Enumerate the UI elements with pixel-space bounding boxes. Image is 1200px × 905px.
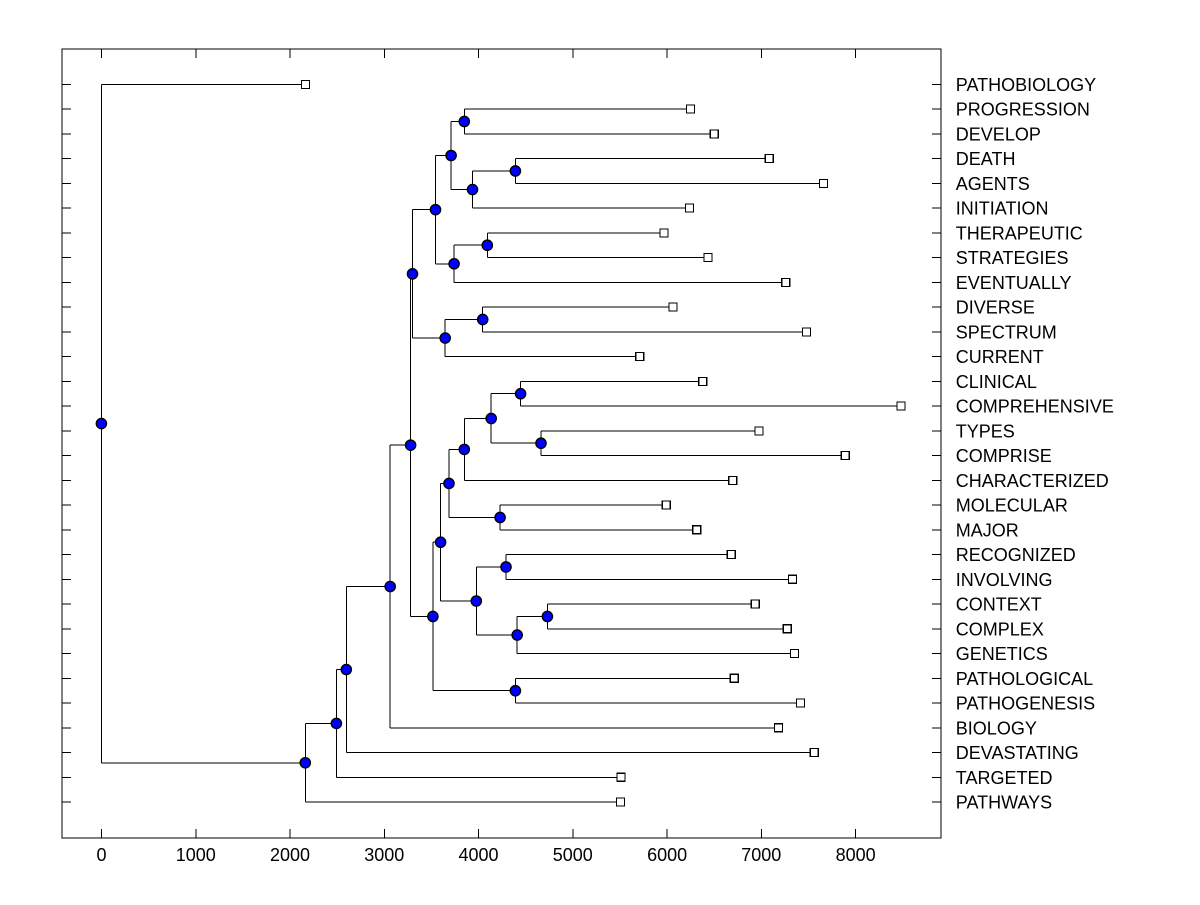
svg-text:MOLECULAR: MOLECULAR	[956, 496, 1068, 516]
svg-text:3000: 3000	[364, 845, 404, 865]
svg-text:DIVERSE: DIVERSE	[956, 298, 1035, 318]
svg-text:PROGRESSION: PROGRESSION	[956, 100, 1090, 120]
svg-text:TARGETED: TARGETED	[956, 768, 1053, 788]
svg-text:THERAPEUTIC: THERAPEUTIC	[956, 223, 1083, 243]
svg-text:DEVELOP: DEVELOP	[956, 124, 1041, 144]
svg-text:INITIATION: INITIATION	[956, 199, 1049, 219]
svg-text:CONTEXT: CONTEXT	[956, 595, 1042, 615]
svg-text:CURRENT: CURRENT	[956, 347, 1044, 367]
svg-text:RECOGNIZED: RECOGNIZED	[956, 545, 1076, 565]
svg-text:COMPRISE: COMPRISE	[956, 446, 1052, 466]
svg-text:EVENTUALLY: EVENTUALLY	[956, 273, 1072, 293]
svg-text:8000: 8000	[836, 845, 876, 865]
svg-text:COMPLEX: COMPLEX	[956, 619, 1044, 639]
svg-text:STRATEGIES: STRATEGIES	[956, 248, 1069, 268]
svg-text:2000: 2000	[270, 845, 310, 865]
svg-text:SPECTRUM: SPECTRUM	[956, 322, 1057, 342]
svg-text:4000: 4000	[458, 845, 498, 865]
svg-text:GENETICS: GENETICS	[956, 644, 1048, 664]
svg-text:PATHOBIOLOGY: PATHOBIOLOGY	[956, 75, 1096, 95]
svg-text:7000: 7000	[741, 845, 781, 865]
svg-text:DEVASTATING: DEVASTATING	[956, 743, 1079, 763]
svg-text:PATHWAYS: PATHWAYS	[956, 793, 1052, 813]
svg-text:5000: 5000	[553, 845, 593, 865]
svg-text:1000: 1000	[176, 845, 216, 865]
svg-text:COMPREHENSIVE: COMPREHENSIVE	[956, 397, 1114, 417]
svg-text:0: 0	[96, 845, 106, 865]
svg-text:DEATH: DEATH	[956, 149, 1016, 169]
svg-text:PATHOGENESIS: PATHOGENESIS	[956, 694, 1095, 714]
svg-text:INVOLVING: INVOLVING	[956, 570, 1053, 590]
svg-text:PATHOLOGICAL: PATHOLOGICAL	[956, 669, 1093, 689]
svg-text:BIOLOGY: BIOLOGY	[956, 718, 1037, 738]
svg-text:TYPES: TYPES	[956, 421, 1015, 441]
svg-text:MAJOR: MAJOR	[956, 520, 1019, 540]
svg-text:CHARACTERIZED: CHARACTERIZED	[956, 471, 1109, 491]
svg-text:6000: 6000	[647, 845, 687, 865]
svg-text:CLINICAL: CLINICAL	[956, 372, 1037, 392]
svg-text:AGENTS: AGENTS	[956, 174, 1030, 194]
